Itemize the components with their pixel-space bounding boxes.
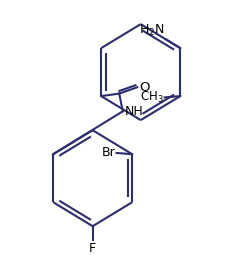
Text: O: O: [140, 81, 150, 94]
Text: CH$_3$: CH$_3$: [140, 90, 164, 105]
Text: NH: NH: [125, 105, 144, 118]
Text: Br: Br: [102, 146, 115, 160]
Text: H$_2$N: H$_2$N: [139, 23, 165, 38]
Text: F: F: [89, 242, 96, 255]
